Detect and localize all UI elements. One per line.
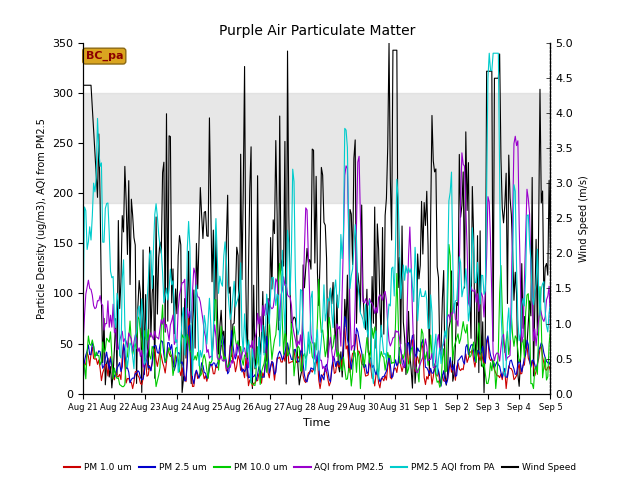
Y-axis label: Wind Speed (m/s): Wind Speed (m/s) xyxy=(579,175,589,262)
Title: Purple Air Particulate Matter: Purple Air Particulate Matter xyxy=(219,24,415,38)
Legend: PM 1.0 um, PM 2.5 um, PM 10.0 um, AQI from PM2.5, PM2.5 AQI from PA, Wind Speed: PM 1.0 um, PM 2.5 um, PM 10.0 um, AQI fr… xyxy=(61,459,579,476)
Bar xyxy=(83,93,550,204)
X-axis label: Time: Time xyxy=(303,418,330,428)
Y-axis label: Particle Density (ug/m3), AQI from PM2.5: Particle Density (ug/m3), AQI from PM2.5 xyxy=(36,118,47,319)
Text: BC_pa: BC_pa xyxy=(86,51,123,61)
